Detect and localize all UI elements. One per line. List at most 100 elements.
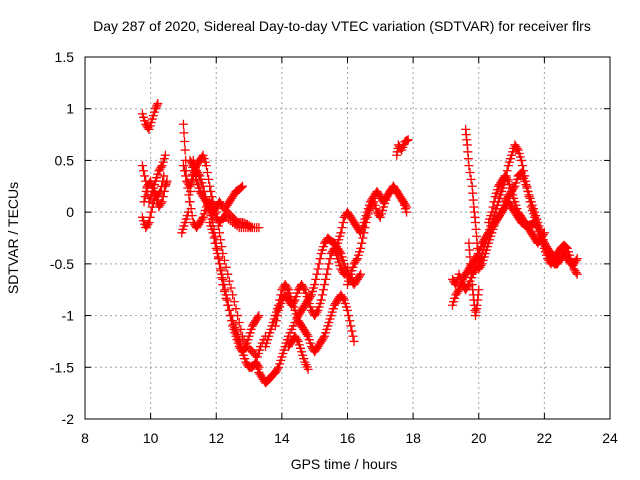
data-point bbox=[144, 217, 154, 227]
data-point bbox=[346, 321, 356, 331]
data-point bbox=[140, 171, 150, 181]
data-point bbox=[561, 242, 571, 252]
data-point bbox=[316, 295, 326, 305]
data-point bbox=[403, 135, 413, 145]
data-point bbox=[270, 321, 280, 331]
data-point bbox=[203, 167, 212, 177]
data-point bbox=[222, 295, 232, 305]
data-point bbox=[312, 269, 322, 279]
data-point bbox=[317, 290, 327, 300]
data-point bbox=[205, 181, 215, 191]
series-track-10 bbox=[221, 181, 247, 212]
data-point bbox=[374, 211, 384, 221]
data-point bbox=[314, 259, 324, 269]
data-point bbox=[137, 161, 147, 171]
data-point bbox=[325, 254, 335, 264]
y-tick-label: 1 bbox=[66, 101, 74, 117]
data-point bbox=[355, 271, 365, 281]
data-point bbox=[225, 311, 235, 321]
series-track-3 bbox=[137, 176, 172, 233]
data-point bbox=[216, 264, 226, 274]
data-point bbox=[221, 290, 231, 300]
data-point bbox=[273, 311, 282, 321]
data-point bbox=[488, 202, 498, 212]
data-point bbox=[211, 243, 221, 253]
y-axis-label: SDTVAR / TECUs bbox=[5, 182, 21, 294]
data-point bbox=[401, 136, 411, 146]
data-point bbox=[502, 166, 512, 176]
data-point bbox=[318, 285, 328, 295]
data-point bbox=[560, 241, 570, 251]
data-point bbox=[532, 221, 542, 231]
data-point bbox=[402, 135, 412, 145]
data-point bbox=[328, 245, 338, 255]
series-track-12 bbox=[260, 280, 359, 357]
data-point bbox=[402, 202, 412, 212]
data-point bbox=[181, 171, 191, 181]
data-point bbox=[453, 286, 463, 296]
data-point bbox=[224, 276, 234, 286]
data-point bbox=[538, 230, 548, 240]
series-track-9 bbox=[205, 217, 264, 357]
y-tick-label: 0.5 bbox=[55, 152, 75, 168]
data-point bbox=[157, 181, 167, 191]
data-point bbox=[154, 188, 164, 198]
data-point bbox=[572, 254, 582, 264]
series-track-1 bbox=[137, 99, 163, 134]
data-point bbox=[292, 335, 302, 345]
data-point bbox=[571, 267, 581, 277]
data-point bbox=[218, 274, 228, 284]
data-point bbox=[355, 226, 365, 236]
y-tick-label: -2 bbox=[62, 411, 75, 427]
plot-frame bbox=[84, 56, 611, 420]
data-point bbox=[247, 223, 257, 233]
data-point bbox=[347, 326, 357, 336]
data-point bbox=[207, 192, 217, 202]
data-point bbox=[548, 252, 558, 262]
data-point bbox=[464, 161, 474, 171]
y-tick-label: -1 bbox=[62, 308, 75, 324]
data-point bbox=[235, 183, 245, 193]
data-point bbox=[201, 161, 211, 171]
data-point bbox=[518, 161, 527, 171]
data-point bbox=[318, 333, 328, 343]
data-point bbox=[212, 249, 222, 259]
data-point bbox=[572, 269, 582, 279]
data-point bbox=[302, 330, 312, 340]
data-points bbox=[137, 99, 582, 388]
data-point bbox=[183, 207, 193, 217]
data-point bbox=[463, 281, 473, 291]
data-point bbox=[271, 316, 281, 326]
data-point bbox=[253, 312, 263, 322]
data-point bbox=[238, 181, 247, 191]
data-point bbox=[213, 254, 223, 264]
x-axis-label: GPS time / hours bbox=[291, 456, 398, 472]
x-tick-label: 8 bbox=[81, 430, 89, 446]
data-point bbox=[344, 311, 354, 321]
data-point bbox=[301, 360, 311, 370]
data-point bbox=[139, 166, 149, 176]
data-point bbox=[206, 186, 216, 196]
data-point bbox=[204, 174, 214, 184]
data-point bbox=[159, 171, 169, 181]
data-point bbox=[273, 364, 282, 374]
data-point bbox=[180, 166, 190, 176]
data-point bbox=[322, 269, 332, 279]
data-point bbox=[184, 180, 194, 190]
data-point bbox=[254, 311, 264, 321]
x-tick-label: 14 bbox=[274, 430, 290, 446]
data-point bbox=[549, 254, 559, 264]
data-point bbox=[465, 167, 475, 177]
data-point bbox=[351, 255, 361, 265]
data-point bbox=[356, 269, 366, 279]
data-point bbox=[217, 269, 227, 279]
x-tick-label: 22 bbox=[537, 430, 553, 446]
data-point bbox=[345, 316, 355, 326]
data-point bbox=[302, 362, 312, 372]
x-tick-label: 10 bbox=[143, 430, 159, 446]
series-track-21 bbox=[464, 238, 484, 321]
data-point bbox=[231, 304, 241, 314]
data-point bbox=[209, 233, 219, 243]
data-point bbox=[343, 264, 352, 274]
